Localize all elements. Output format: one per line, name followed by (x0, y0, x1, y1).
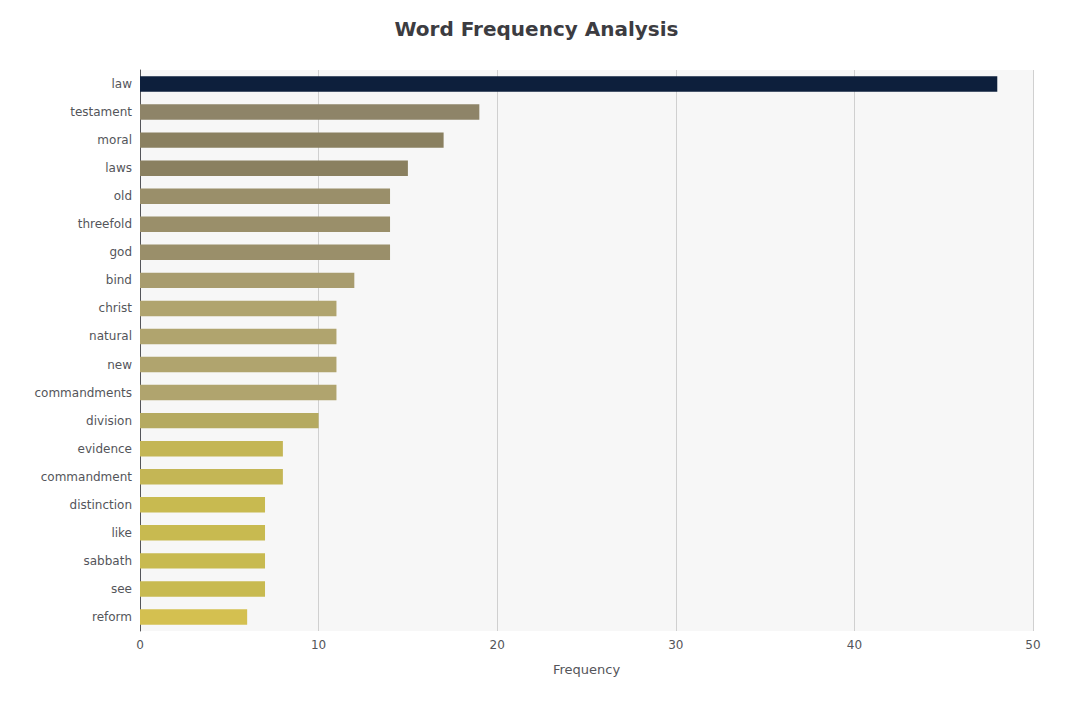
svg-text:testament: testament (70, 105, 132, 119)
svg-text:division: division (86, 414, 132, 428)
svg-text:0: 0 (136, 638, 144, 652)
svg-text:bind: bind (106, 273, 132, 287)
svg-text:see: see (111, 582, 132, 596)
svg-text:god: god (109, 245, 132, 259)
svg-text:distinction: distinction (70, 498, 132, 512)
svg-text:20: 20 (490, 638, 505, 652)
svg-text:natural: natural (89, 329, 132, 343)
svg-text:moral: moral (97, 133, 132, 147)
svg-text:new: new (107, 358, 132, 372)
svg-text:30: 30 (668, 638, 683, 652)
svg-text:laws: laws (105, 161, 132, 175)
svg-text:Word Frequency Analysis: Word Frequency Analysis (394, 17, 678, 41)
svg-text:sabbath: sabbath (83, 554, 132, 568)
svg-text:christ: christ (99, 301, 133, 315)
svg-text:threefold: threefold (78, 217, 132, 231)
svg-text:old: old (114, 189, 132, 203)
svg-text:like: like (111, 526, 132, 540)
svg-text:40: 40 (847, 638, 862, 652)
svg-text:50: 50 (1025, 638, 1040, 652)
svg-text:evidence: evidence (78, 442, 132, 456)
svg-text:commandments: commandments (34, 386, 132, 400)
svg-text:commandment: commandment (41, 470, 133, 484)
svg-text:Frequency: Frequency (553, 662, 620, 677)
svg-text:10: 10 (311, 638, 326, 652)
svg-text:reform: reform (92, 610, 132, 624)
svg-text:law: law (111, 77, 132, 91)
